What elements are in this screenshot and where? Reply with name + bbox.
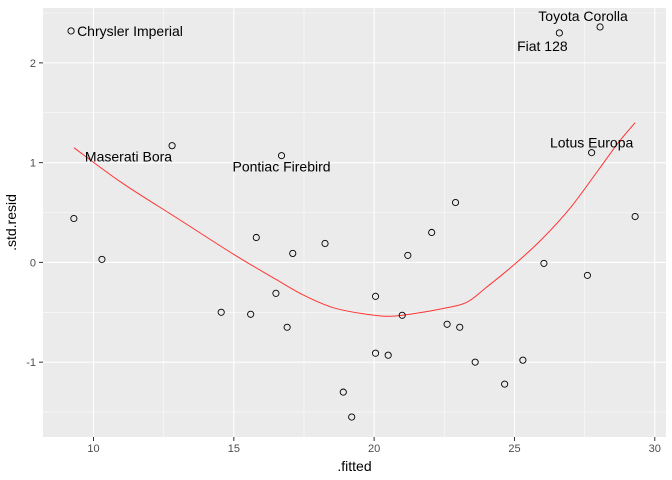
data-point bbox=[283, 323, 291, 331]
data-point bbox=[339, 388, 347, 396]
point-labels: Chrysler Imperial Maserati Bora Pontiac Fi… bbox=[77, 8, 633, 175]
smooth-layer bbox=[73, 122, 636, 317]
grid-major bbox=[43, 8, 666, 437]
data-point bbox=[277, 152, 286, 160]
data-point bbox=[471, 358, 479, 366]
y-axis-ticks: -1 0 1 2 bbox=[26, 58, 43, 369]
data-point bbox=[70, 214, 78, 223]
data-point bbox=[451, 198, 460, 207]
x-tick-label: 30 bbox=[649, 443, 661, 455]
data-point bbox=[501, 380, 509, 388]
data-point bbox=[404, 251, 412, 259]
data-point bbox=[428, 228, 436, 237]
data-point bbox=[247, 310, 255, 318]
x-axis-title: .fitted bbox=[337, 458, 371, 474]
y-tick-label: -1 bbox=[26, 357, 36, 369]
data-point bbox=[596, 23, 604, 31]
data-point bbox=[168, 142, 176, 150]
point-label: Pontiac Firebird bbox=[233, 159, 331, 175]
data-point bbox=[98, 255, 106, 263]
data-point bbox=[272, 289, 280, 297]
data-point bbox=[252, 233, 260, 242]
data-point bbox=[631, 212, 639, 221]
data-point bbox=[348, 413, 356, 421]
point-label: Maserati Bora bbox=[85, 149, 172, 165]
data-point bbox=[583, 271, 591, 279]
x-axis-ticks: 10 15 20 25 30 bbox=[87, 437, 661, 455]
data-point bbox=[456, 323, 464, 331]
data-point bbox=[398, 311, 406, 319]
x-tick-label: 10 bbox=[87, 443, 99, 455]
data-point bbox=[443, 320, 451, 328]
data-point bbox=[519, 356, 527, 364]
point-label: Toyota Corolla bbox=[538, 8, 628, 24]
data-point bbox=[371, 292, 380, 300]
point-label: Fiat 128 bbox=[517, 38, 568, 54]
plot-panel bbox=[43, 8, 666, 437]
data-point bbox=[289, 249, 297, 257]
smooth-line bbox=[73, 122, 636, 317]
y-axis-title: .std.resid bbox=[3, 194, 19, 251]
data-point bbox=[588, 149, 596, 157]
data-point bbox=[321, 239, 329, 248]
y-tick-label: 0 bbox=[30, 257, 36, 269]
data-point bbox=[540, 259, 548, 267]
x-tick-label: 15 bbox=[228, 443, 240, 455]
data-point bbox=[555, 29, 563, 37]
point-label: Chrysler Imperial bbox=[77, 23, 183, 39]
point-label: Lotus Europa bbox=[550, 135, 633, 151]
data-point bbox=[217, 308, 225, 316]
x-tick-label: 20 bbox=[368, 443, 380, 455]
y-tick-label: 2 bbox=[30, 58, 36, 70]
data-point bbox=[384, 351, 392, 359]
data-point bbox=[67, 27, 75, 35]
y-tick-label: 1 bbox=[30, 158, 36, 170]
x-tick-label: 25 bbox=[508, 443, 520, 455]
points-layer bbox=[67, 23, 639, 421]
data-point bbox=[371, 349, 380, 357]
